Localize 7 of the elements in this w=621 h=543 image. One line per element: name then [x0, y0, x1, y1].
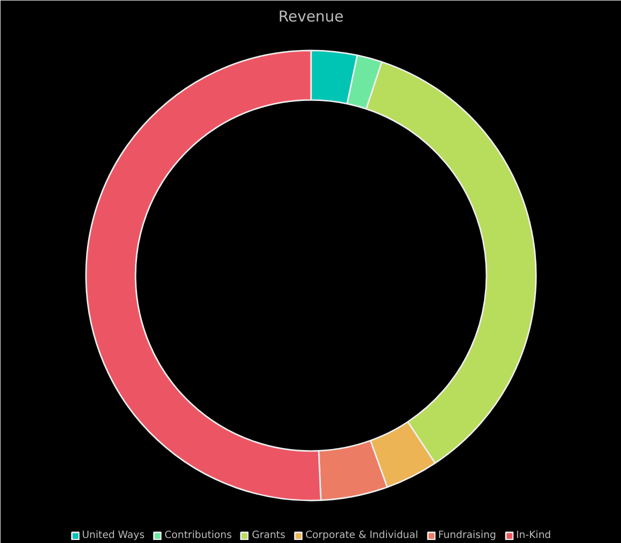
chart-title: Revenue — [278, 8, 344, 26]
legend-label: Contributions — [164, 530, 232, 541]
legend-label: In-Kind — [516, 530, 552, 541]
legend-label: Fundraising — [438, 530, 496, 541]
legend-label: Grants — [252, 530, 286, 541]
legend-label: United Ways — [82, 530, 145, 541]
legend-label: Corporate & Individual — [305, 530, 418, 541]
